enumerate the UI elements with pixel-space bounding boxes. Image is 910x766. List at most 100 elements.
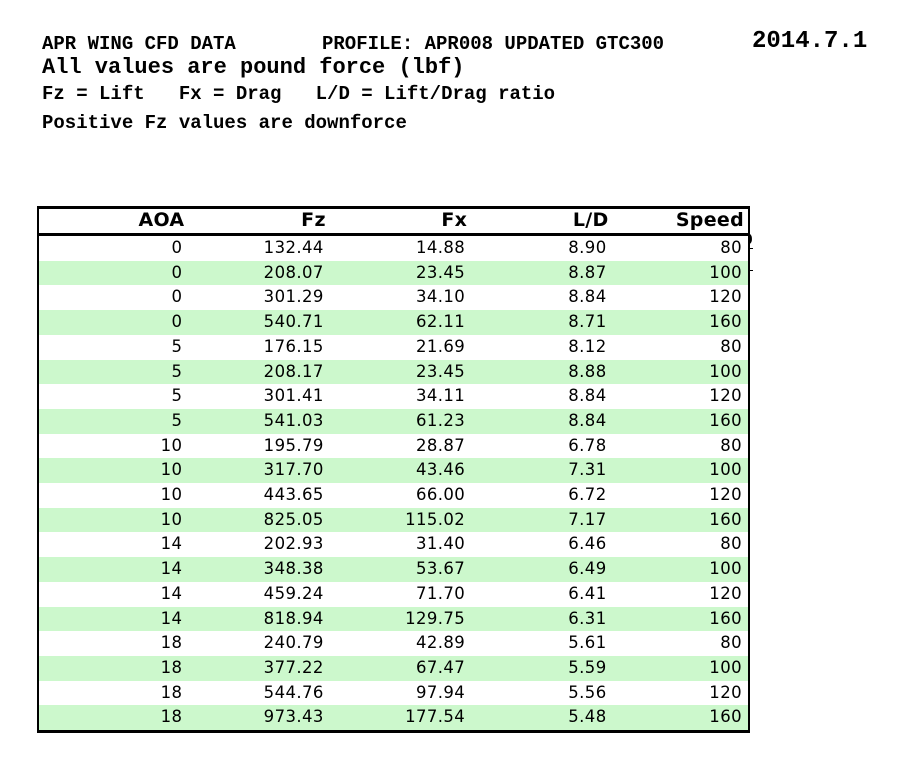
- cell-ld: 8.90: [568, 238, 607, 257]
- cell-speed: 120: [709, 386, 742, 406]
- cell-aoa: 10: [160, 485, 183, 505]
- document-title: APR WING CFD DATA: [42, 33, 236, 55]
- cell-aoa: 0: [171, 238, 183, 257]
- table-row: 18 544.76 97.94 5.56 120: [38, 680, 749, 706]
- table-row: 10 825.05 115.02 7.17 160: [38, 507, 749, 533]
- cell-aoa: 18: [160, 657, 183, 677]
- cell-fx: 23.45: [415, 361, 466, 381]
- cell-fx: 53.67: [415, 559, 466, 579]
- cell-speed: 80: [720, 435, 742, 455]
- cell-ld: 5.56: [568, 682, 607, 702]
- cell-fz: 317.70: [263, 460, 324, 480]
- cell-speed: 100: [709, 559, 742, 579]
- cell-fz: 208.17: [263, 361, 324, 381]
- cell-speed: 100: [709, 460, 742, 480]
- cell-fx: 28.87: [415, 435, 466, 455]
- table-row: 18 973.43 177.54 5.48 160: [38, 705, 749, 732]
- cell-fz: 301.29: [263, 287, 324, 307]
- table-row: 10 317.70 43.46 7.31 100: [38, 458, 749, 484]
- cell-aoa: 10: [160, 460, 183, 480]
- column-header-fz: Fz: [188, 207, 330, 236]
- cell-fx: 115.02: [405, 509, 466, 529]
- column-header-aoa: AOA: [38, 207, 189, 236]
- table-row: 5 541.03 61.23 8.84 160: [38, 408, 749, 434]
- column-header-ld: L/D: [471, 207, 613, 236]
- cell-ld: 8.84: [568, 287, 607, 307]
- cell-speed: 80: [720, 534, 742, 554]
- cell-ld: 6.49: [568, 559, 607, 579]
- cell-aoa: 14: [160, 559, 183, 579]
- cell-ld: 5.48: [568, 707, 607, 727]
- cell-fx: 34.11: [415, 386, 466, 406]
- cell-fz: 208.07: [263, 262, 324, 282]
- cell-fz: 132.44: [263, 238, 324, 257]
- table-row: 0 301.29 34.10 8.84 120: [38, 285, 749, 311]
- cell-fx: 23.45: [415, 262, 466, 282]
- cell-speed: 160: [709, 410, 742, 430]
- cell-fx: 21.69: [415, 336, 466, 356]
- cell-ld: 8.87: [568, 262, 607, 282]
- cell-speed: 120: [709, 287, 742, 307]
- legend-note: Fz = Lift Fx = Drag L/D = Lift/Drag rati…: [42, 83, 556, 105]
- table-row: 14 202.93 31.40 6.46 80: [38, 532, 749, 558]
- cell-aoa: 5: [171, 410, 183, 430]
- cell-aoa: 14: [160, 608, 183, 628]
- cfd-data-table: AOA Fz Fx L/D Speed 0 132.44 14.88 8.90 80 0 2…: [37, 206, 750, 734]
- cell-ld: 6.78: [568, 435, 607, 455]
- cell-speed: 160: [709, 608, 742, 628]
- cell-aoa: 18: [160, 682, 183, 702]
- cell-ld: 5.61: [568, 633, 607, 653]
- table-row: 5 301.41 34.11 8.84 120: [38, 384, 749, 409]
- cell-aoa: 18: [160, 633, 183, 653]
- units-note: All values are pound force (lbf): [42, 55, 465, 80]
- cell-fx: 31.40: [415, 534, 466, 554]
- cell-speed: 100: [709, 361, 742, 381]
- cell-fx: 42.89: [415, 633, 466, 653]
- cell-ld: 8.71: [568, 312, 607, 332]
- cell-speed: 100: [709, 262, 742, 282]
- table-row: 14 459.24 71.70 6.41 120: [38, 581, 749, 607]
- table-row: 0 132.44 14.88 8.90 80: [38, 234, 749, 261]
- table-body: 0 132.44 14.88 8.90 80 0 208.07 23.45 8.87 100 0 30…: [38, 234, 749, 732]
- document-date: 2014.7.1: [752, 28, 868, 55]
- cell-ld: 6.72: [568, 485, 607, 505]
- cell-aoa: 0: [171, 287, 183, 307]
- cell-fz: 459.24: [263, 583, 324, 603]
- cell-fx: 177.54: [405, 707, 466, 727]
- cell-fx: 129.75: [405, 608, 466, 628]
- cell-ld: 6.46: [568, 534, 607, 554]
- cell-aoa: 18: [160, 707, 183, 727]
- cell-speed: 120: [709, 485, 742, 505]
- cell-ld: 8.84: [568, 410, 607, 430]
- cell-speed: 80: [720, 336, 742, 356]
- cell-aoa: 14: [160, 583, 183, 603]
- table-row: 10 443.65 66.00 6.72 120: [38, 483, 749, 508]
- cell-ld: 6.31: [568, 608, 607, 628]
- table-header-row: AOA Fz Fx L/D Speed: [38, 207, 749, 236]
- table-row: 0 208.07 23.45 8.87 100: [38, 260, 749, 286]
- cell-aoa: 10: [160, 435, 183, 455]
- cell-speed: 120: [709, 682, 742, 702]
- cell-fz: 818.94: [263, 608, 324, 628]
- cell-fz: 377.22: [263, 657, 324, 677]
- cell-speed: 80: [720, 238, 742, 257]
- cell-fx: 62.11: [415, 312, 466, 332]
- table-row: 5 208.17 23.45 8.88 100: [38, 359, 749, 385]
- cell-aoa: 10: [160, 509, 183, 529]
- table-row: 14 348.38 53.67 6.49 100: [38, 557, 749, 582]
- cell-fz: 301.41: [263, 386, 324, 406]
- column-header-speed: Speed: [612, 207, 749, 236]
- cell-fx: 71.70: [415, 583, 466, 603]
- cell-fx: 14.88: [415, 238, 466, 257]
- cell-ld: 6.41: [568, 583, 607, 603]
- table-row: 5 176.15 21.69 8.12 80: [38, 334, 749, 360]
- cell-aoa: 5: [171, 386, 183, 406]
- cell-ld: 8.88: [568, 361, 607, 381]
- cell-fx: 67.47: [415, 657, 466, 677]
- cell-fz: 544.76: [263, 682, 324, 702]
- cell-speed: 120: [709, 583, 742, 603]
- cell-fz: 195.79: [263, 435, 324, 455]
- cell-fz: 443.65: [263, 485, 324, 505]
- table-row: 14 818.94 129.75 6.31 160: [38, 606, 749, 632]
